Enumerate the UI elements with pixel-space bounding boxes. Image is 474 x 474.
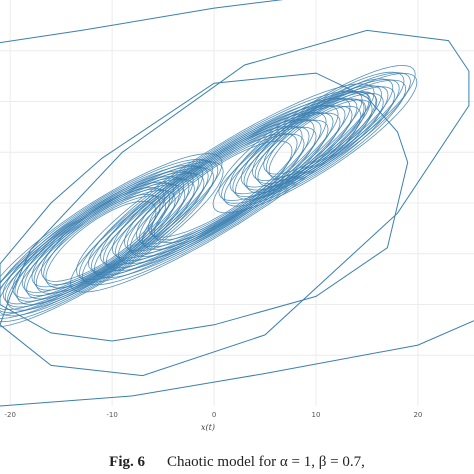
x-tick-label: -20 [4,411,15,419]
trajectory-outer-loop [0,72,409,342]
x-tick-label: 10 [312,411,321,419]
trajectory-loop [223,79,407,207]
x-tick-label: 20 [413,411,422,419]
trajectory-loop [12,170,194,299]
trajectory-outer-loop [0,29,470,377]
caption-text: Chaotic model for α = 1, β = 0.7, [167,454,365,470]
trajectory-transient [0,320,474,407]
trajectory-loop [33,188,171,291]
trajectory-loop [0,158,213,311]
trajectory-loop [99,97,351,266]
trajectory-loop [16,184,186,305]
trajectory-loop [26,189,176,300]
trajectory-loop [43,193,161,286]
trajectory-loop [45,200,157,289]
trajectory-loop [138,126,310,248]
trajectory-loop [111,104,339,259]
trajectory-loop [229,71,405,195]
x-axis-ticks: -20 -10 0 10 20 [4,411,422,419]
x-axis-label: x(t) [201,423,215,432]
trajectory-loop [235,86,395,200]
trajectory-loop [0,165,209,314]
trajectory-loop [0,172,205,317]
trajectory-loop [150,133,298,241]
x-tick-label: -10 [106,411,117,419]
figure-number: Fig. 6 [109,454,146,470]
figure-caption: Fig. 6 Chaotic model for α = 1, β = 0.7, [0,453,474,471]
trajectory-loop [246,92,384,194]
trajectory-loop [78,90,370,283]
trajectory-transient [0,0,284,44]
trajectory-loop [14,177,190,302]
trajectory-loop [218,64,416,201]
trajectory-loop [81,98,365,286]
trajectory-loop [221,72,411,204]
trajectory-loop [129,126,317,257]
trajectory-loop [4,171,200,308]
trajectory-loop [0,153,223,316]
plot-area [0,0,474,407]
trajectory-loop [212,72,418,214]
x-tick-label: 0 [212,411,216,419]
trajectory-loop [0,160,219,319]
trajectory-loop [24,182,180,297]
